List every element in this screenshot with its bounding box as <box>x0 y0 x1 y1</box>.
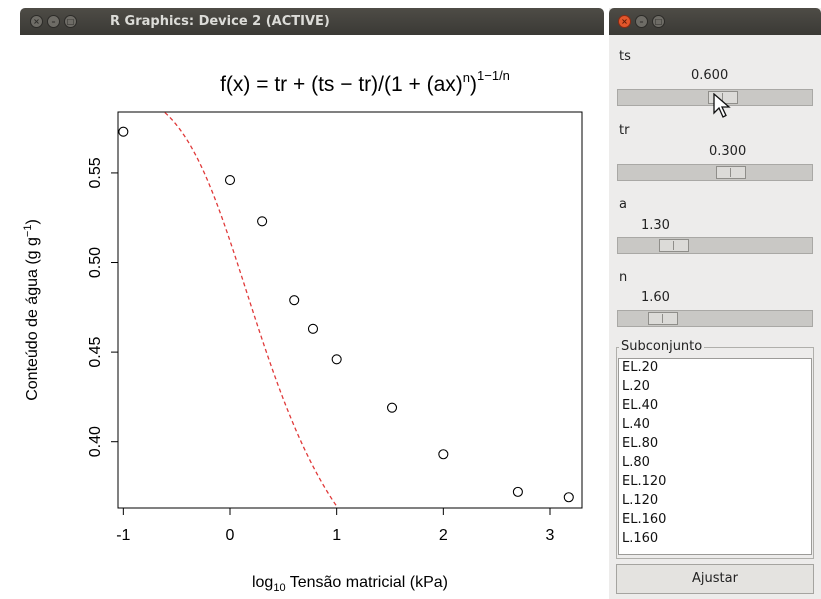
list-item[interactable]: EL.40 <box>622 398 659 413</box>
y-axis-title: Conteúdo de água (g g−1) <box>22 219 41 401</box>
plot-canvas: f(x) = tr + (ts − tr)/(1 + (ax)n)1−1/n -… <box>22 68 583 594</box>
list-item[interactable]: EL.80 <box>622 436 659 451</box>
slider-value-tr: 0.300 <box>709 144 747 159</box>
subset-group <box>616 347 814 559</box>
x-tick-label: 1 <box>332 527 341 544</box>
plot-area-box <box>117 111 583 509</box>
slider-label-tr: tr <box>619 123 630 138</box>
x-tick-label: 3 <box>546 527 555 544</box>
slider-thumb-tr[interactable] <box>716 166 746 179</box>
slider-value-ts: 0.600 <box>691 68 729 83</box>
close-window-icon[interactable]: × <box>30 15 43 28</box>
data-point <box>563 492 574 503</box>
graphics-window-titlebar: × – □ R Graphics: Device 2 (ACTIVE) <box>20 8 604 35</box>
x-axis-title-subscript: 10 <box>273 582 285 594</box>
data-point <box>289 295 300 306</box>
plot-title-main: f(x) = tr + (ts − tr)/(1 + (ax) <box>220 73 463 96</box>
x-axis-title-log: log <box>252 574 273 591</box>
list-item[interactable]: L.160 <box>622 531 659 546</box>
slider-track-a[interactable] <box>617 237 813 254</box>
data-point <box>257 216 268 227</box>
y-tick-label: 0.45 <box>87 336 104 367</box>
data-point <box>307 323 319 334</box>
list-item[interactable]: EL.120 <box>622 474 667 489</box>
y-tick-label: 0.55 <box>87 157 104 188</box>
data-point <box>331 354 342 365</box>
y-axis: 0.40 0.45 0.50 0.55 <box>87 157 118 457</box>
control-panel-titlebar: × – □ <box>609 8 821 35</box>
mouse-pointer-icon <box>713 93 731 118</box>
slider-label-a: a <box>619 197 627 212</box>
minimize-window-icon[interactable]: – <box>47 15 60 28</box>
slider-thumb-n[interactable] <box>648 312 678 325</box>
slider-label-n: n <box>619 270 628 285</box>
data-point <box>512 486 523 497</box>
data-point <box>438 449 449 460</box>
list-item[interactable]: EL.20 <box>622 360 659 375</box>
y-tick-label: 0.40 <box>87 426 104 457</box>
x-tick-label: -1 <box>116 527 130 544</box>
x-axis-title: log10 Tensão matricial (kPa) <box>252 574 448 594</box>
y-axis-title-main: Conteúdo de água (g g <box>24 237 41 401</box>
y-axis-title-close: ) <box>24 219 41 224</box>
list-item[interactable]: L.80 <box>622 455 650 470</box>
x-tick-label: 0 <box>226 527 235 544</box>
y-tick-label: 0.50 <box>87 247 104 278</box>
data-point <box>386 402 398 413</box>
data-point <box>118 126 129 137</box>
graphics-window-title: R Graphics: Device 2 (ACTIVE) <box>110 14 330 29</box>
x-axis-title-rest: Tensão matricial (kPa) <box>286 574 448 591</box>
y-axis-title-superscript: −1 <box>22 225 34 238</box>
slider-label-ts: ts <box>619 49 631 64</box>
plot-title-outer-exponent: 1−1/n <box>477 68 510 83</box>
plot-title-close: ) <box>470 73 477 96</box>
plot-title: f(x) = tr + (ts − tr)/(1 + (ax)n)1−1/n <box>220 68 510 96</box>
observed-points <box>118 126 574 503</box>
slider-value-n: 1.60 <box>641 290 670 305</box>
x-axis: -1 0 1 2 3 <box>116 508 555 544</box>
list-item[interactable]: L.20 <box>622 379 650 394</box>
data-point <box>224 175 236 186</box>
fitted-curve <box>164 112 339 509</box>
fit-button[interactable]: Ajustar <box>616 564 814 594</box>
graphics-window: × – □ R Graphics: Device 2 (ACTIVE) f(x)… <box>20 8 604 599</box>
maximize-window-icon[interactable]: □ <box>64 15 77 28</box>
maximize-window-icon[interactable]: □ <box>652 15 665 28</box>
plot-title-inner-exponent: n <box>463 70 470 85</box>
minimize-window-icon[interactable]: – <box>635 15 648 28</box>
slider-value-a: 1.30 <box>641 218 670 233</box>
subset-group-label: Subconjunto <box>619 339 705 354</box>
slider-track-tr[interactable] <box>617 164 813 181</box>
x-tick-label: 2 <box>439 527 448 544</box>
list-item[interactable]: L.40 <box>622 417 650 432</box>
subset-listbox[interactable]: EL.20 L.20 EL.40 L.40 EL.80 L.80 EL.120 … <box>618 358 812 555</box>
list-item[interactable]: EL.160 <box>622 512 667 527</box>
close-window-icon[interactable]: × <box>618 15 631 28</box>
slider-track-n[interactable] <box>617 310 813 327</box>
list-item[interactable]: L.120 <box>622 493 659 508</box>
slider-thumb-a[interactable] <box>659 239 689 252</box>
